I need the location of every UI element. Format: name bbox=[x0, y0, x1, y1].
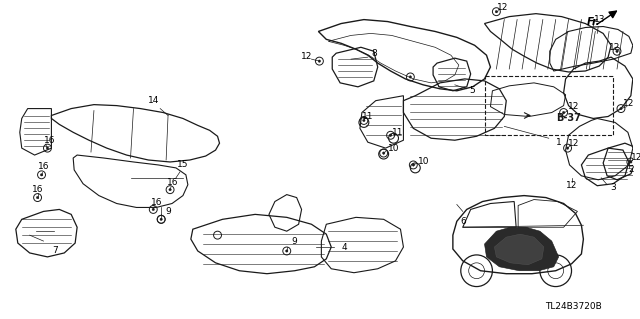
Text: 6: 6 bbox=[460, 217, 466, 226]
Circle shape bbox=[318, 60, 321, 62]
Polygon shape bbox=[484, 227, 559, 271]
Text: 16: 16 bbox=[44, 136, 55, 145]
Text: 12: 12 bbox=[301, 52, 312, 61]
Polygon shape bbox=[495, 234, 544, 265]
Circle shape bbox=[285, 250, 288, 252]
Text: 13: 13 bbox=[593, 15, 605, 24]
Text: 8: 8 bbox=[371, 49, 377, 58]
Circle shape bbox=[412, 164, 415, 166]
Circle shape bbox=[383, 152, 385, 154]
Text: 10: 10 bbox=[417, 158, 429, 167]
Circle shape bbox=[363, 119, 365, 122]
Text: 12: 12 bbox=[566, 181, 577, 190]
FancyArrowPatch shape bbox=[598, 11, 616, 24]
Text: 7: 7 bbox=[52, 247, 58, 256]
Text: 12: 12 bbox=[568, 102, 579, 111]
Text: Fr.: Fr. bbox=[586, 17, 600, 26]
Text: 16: 16 bbox=[167, 178, 179, 187]
Circle shape bbox=[40, 174, 43, 176]
Text: 16: 16 bbox=[150, 198, 162, 207]
Text: 2: 2 bbox=[628, 165, 634, 174]
Text: 5: 5 bbox=[470, 86, 476, 95]
Circle shape bbox=[46, 147, 49, 149]
Text: 12: 12 bbox=[497, 3, 508, 12]
Text: 16: 16 bbox=[38, 162, 49, 171]
Circle shape bbox=[630, 161, 632, 163]
Text: 4: 4 bbox=[341, 242, 347, 251]
Circle shape bbox=[409, 76, 412, 78]
Text: 12: 12 bbox=[631, 152, 640, 161]
Circle shape bbox=[389, 134, 392, 137]
Circle shape bbox=[566, 147, 569, 149]
Circle shape bbox=[495, 11, 497, 13]
Text: 9: 9 bbox=[292, 237, 298, 246]
Text: 14: 14 bbox=[148, 96, 159, 105]
Text: B-37: B-37 bbox=[556, 114, 581, 123]
Text: 3: 3 bbox=[610, 183, 616, 192]
Circle shape bbox=[563, 111, 565, 114]
Text: 12: 12 bbox=[568, 139, 579, 148]
Text: 1: 1 bbox=[556, 138, 561, 147]
Text: 16: 16 bbox=[32, 185, 44, 194]
Text: 11: 11 bbox=[392, 128, 403, 137]
Text: 12: 12 bbox=[623, 99, 635, 108]
Bar bbox=[484, 76, 613, 135]
Text: TL24B3720B: TL24B3720B bbox=[545, 302, 602, 311]
Text: 12: 12 bbox=[609, 43, 621, 52]
Circle shape bbox=[152, 208, 154, 211]
Circle shape bbox=[620, 108, 622, 110]
Circle shape bbox=[160, 218, 163, 220]
Text: 9: 9 bbox=[165, 207, 171, 216]
Circle shape bbox=[169, 189, 172, 191]
Circle shape bbox=[36, 197, 39, 199]
Circle shape bbox=[616, 50, 618, 52]
Text: 11: 11 bbox=[362, 112, 374, 121]
Text: 10: 10 bbox=[388, 144, 399, 152]
Text: 15: 15 bbox=[177, 160, 189, 169]
